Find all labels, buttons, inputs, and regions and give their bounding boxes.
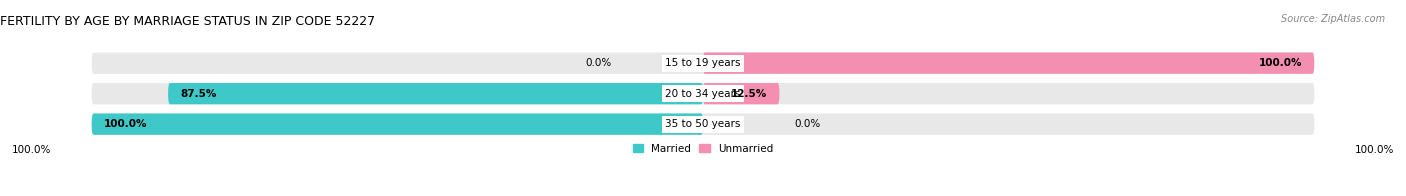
Text: 20 to 34 years: 20 to 34 years (665, 89, 741, 99)
Text: 12.5%: 12.5% (731, 89, 768, 99)
FancyBboxPatch shape (91, 53, 1315, 74)
FancyBboxPatch shape (703, 83, 779, 104)
Text: 100.0%: 100.0% (1354, 145, 1393, 155)
FancyBboxPatch shape (169, 83, 703, 104)
Text: FERTILITY BY AGE BY MARRIAGE STATUS IN ZIP CODE 52227: FERTILITY BY AGE BY MARRIAGE STATUS IN Z… (0, 15, 375, 28)
Text: 100.0%: 100.0% (13, 145, 52, 155)
Text: 100.0%: 100.0% (1258, 58, 1302, 68)
Legend: Married, Unmarried: Married, Unmarried (628, 140, 778, 158)
Text: 15 to 19 years: 15 to 19 years (665, 58, 741, 68)
Text: 0.0%: 0.0% (794, 119, 821, 129)
Text: 35 to 50 years: 35 to 50 years (665, 119, 741, 129)
Text: 87.5%: 87.5% (180, 89, 217, 99)
FancyBboxPatch shape (91, 113, 703, 135)
Text: 100.0%: 100.0% (104, 119, 148, 129)
Text: Source: ZipAtlas.com: Source: ZipAtlas.com (1281, 14, 1385, 24)
Text: 0.0%: 0.0% (585, 58, 612, 68)
FancyBboxPatch shape (703, 53, 1315, 74)
FancyBboxPatch shape (91, 83, 1315, 104)
FancyBboxPatch shape (91, 113, 1315, 135)
